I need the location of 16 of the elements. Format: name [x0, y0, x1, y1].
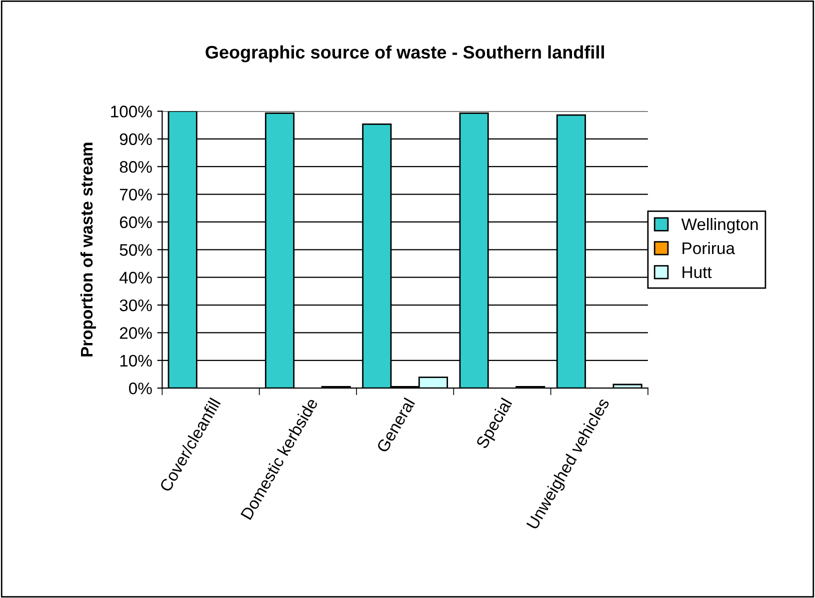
chart-title: Geographic source of waste - Southern landfill [206, 45, 604, 62]
y-tick-label: 90% [120, 133, 152, 146]
y-tick-label: 20% [120, 327, 152, 339]
legend-label: Wellington [681, 218, 758, 234]
y-tick-label: 30% [120, 299, 152, 312]
y-tick-label: 70% [120, 188, 152, 200]
y-tick-label: 50% [120, 244, 152, 256]
legend-label: Hutt [682, 266, 712, 278]
y-axis-title: Proportion of waste stream [80, 142, 96, 356]
y-tick-label: 60% [120, 216, 152, 228]
y-tick-label: 100% [111, 106, 152, 118]
y-tick-label: 10% [120, 354, 152, 367]
legend-label: Porirua [682, 242, 735, 254]
y-tick-label: 80% [120, 161, 152, 173]
y-tick-label: 40% [119, 272, 152, 284]
y-tick-label: 0% [129, 382, 152, 394]
